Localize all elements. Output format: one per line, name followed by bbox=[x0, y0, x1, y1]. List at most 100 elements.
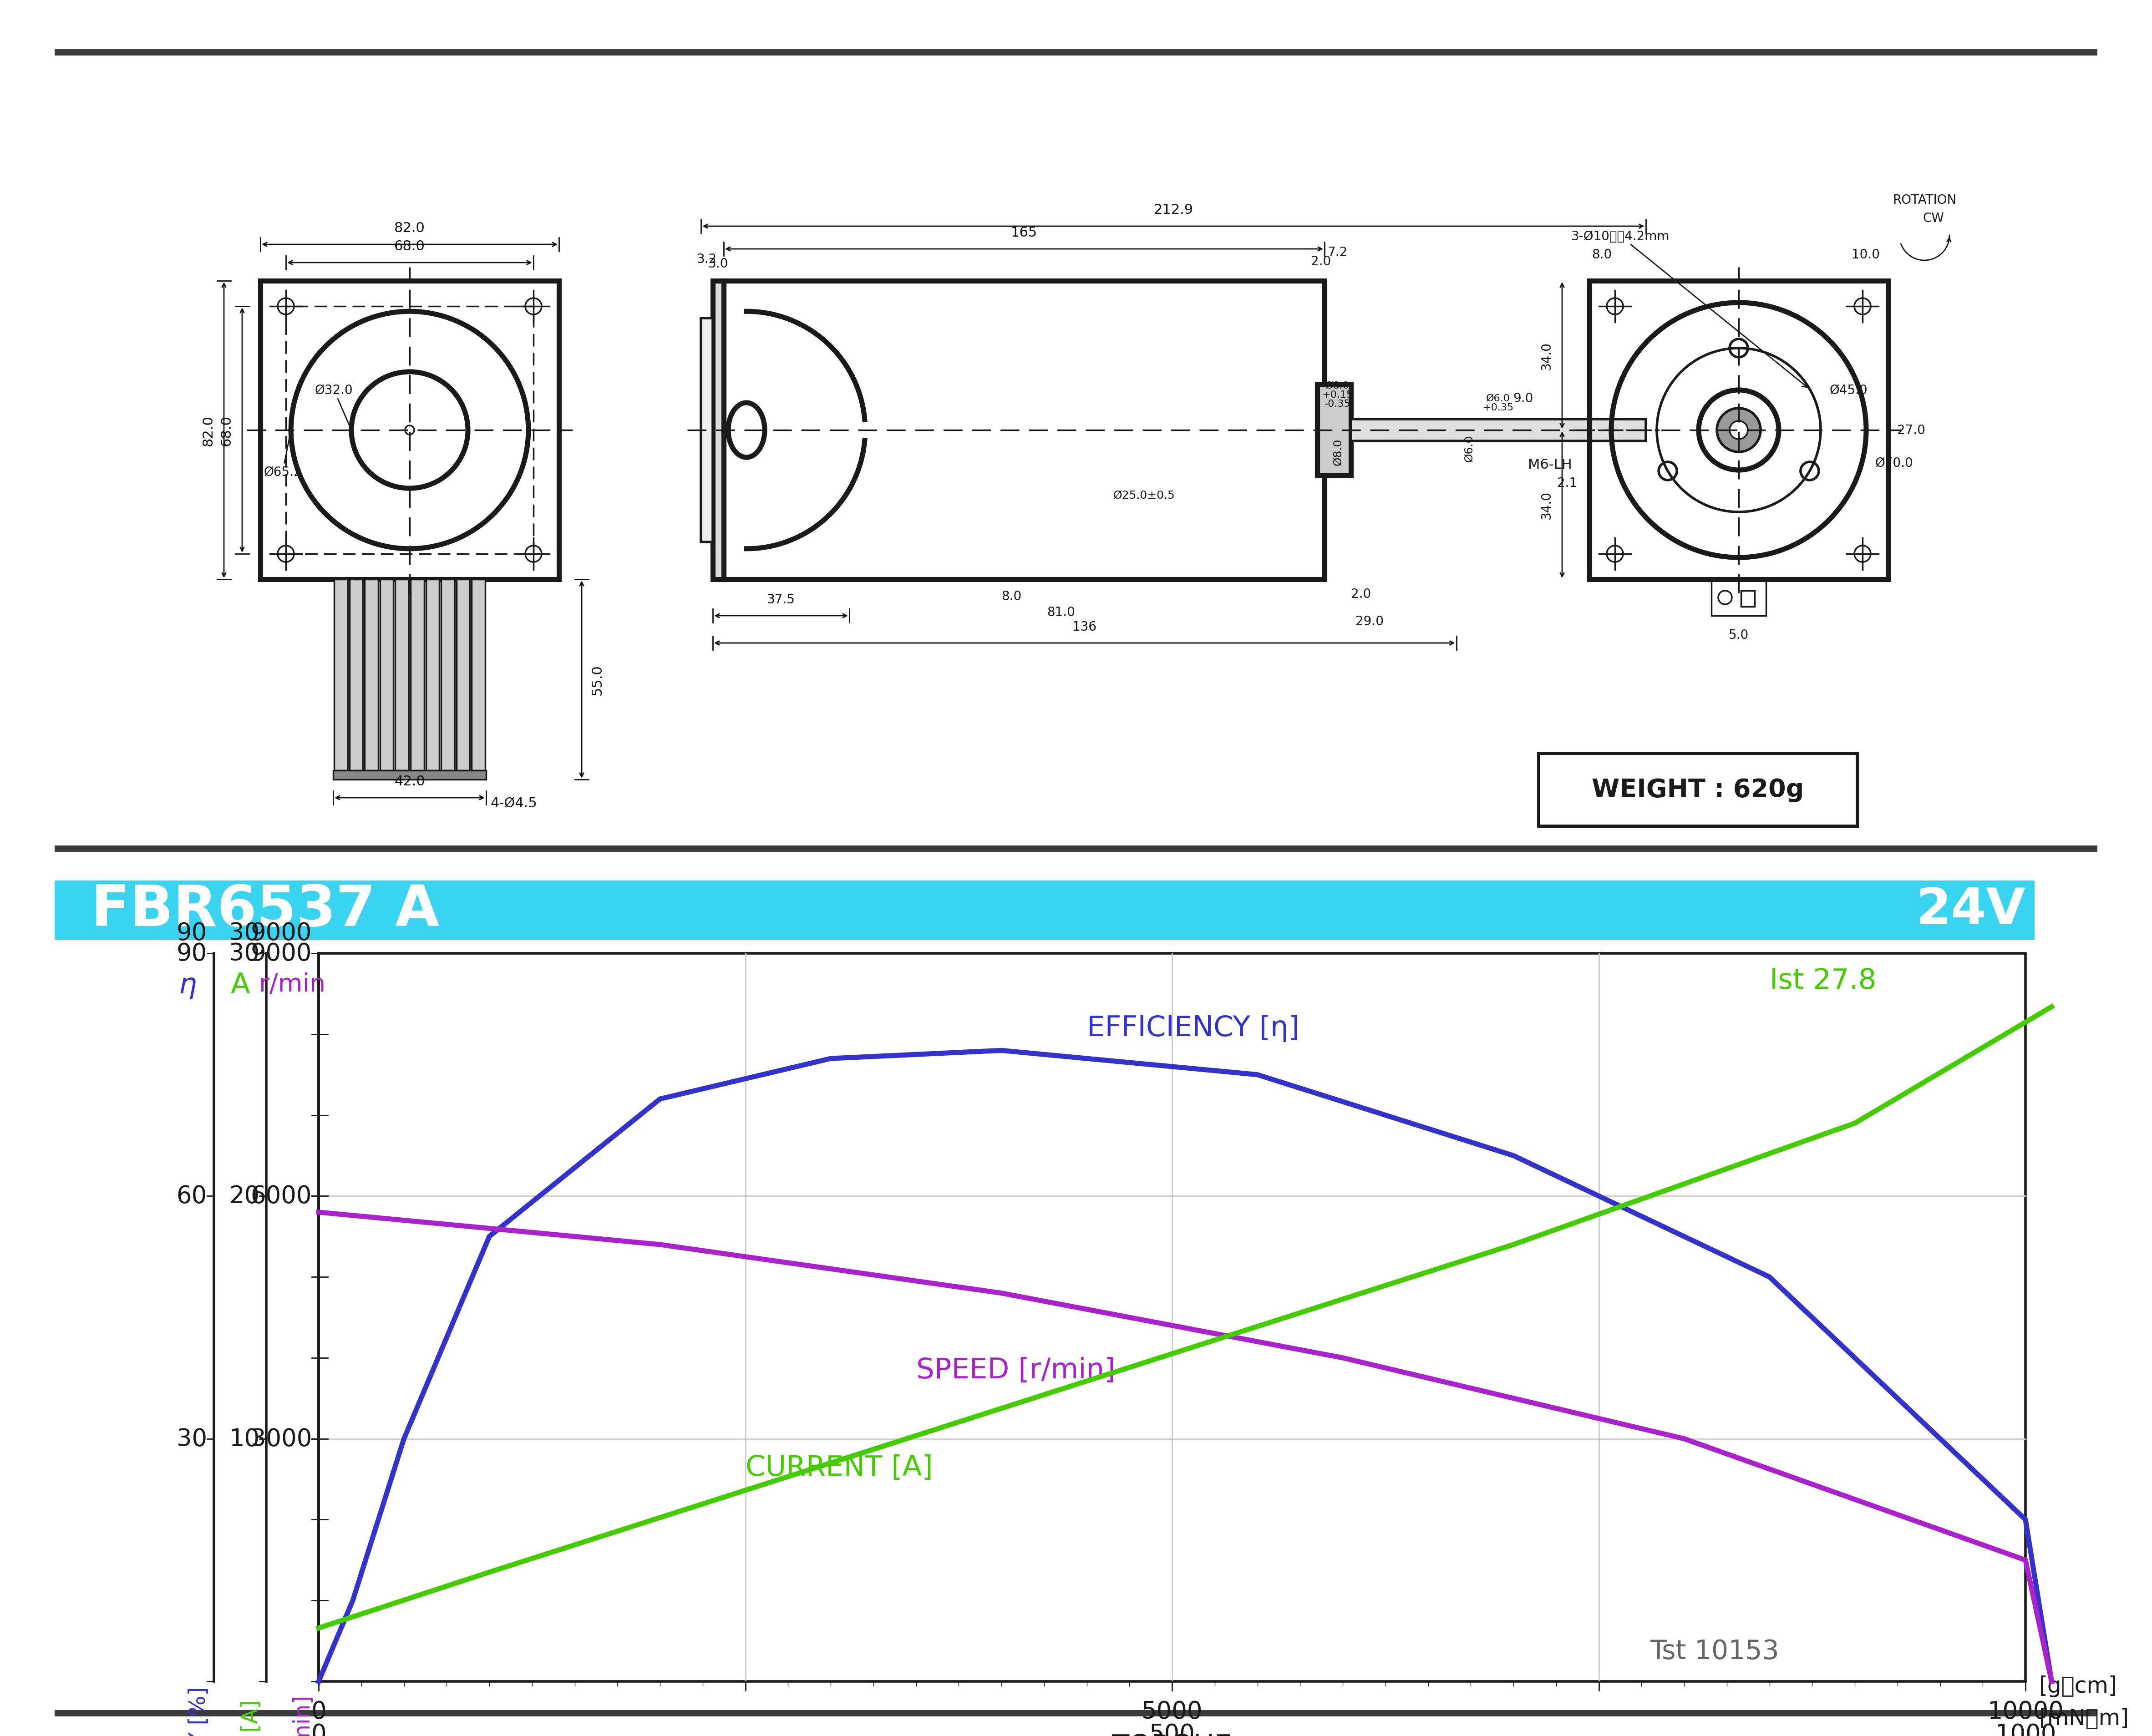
Text: ROTATION: ROTATION bbox=[1892, 194, 1956, 207]
Text: 90: 90 bbox=[176, 922, 207, 944]
Text: 5.0: 5.0 bbox=[1728, 628, 1750, 641]
Text: 42.0: 42.0 bbox=[394, 774, 426, 788]
Text: A: A bbox=[230, 972, 250, 998]
Text: WEIGHT : 620g: WEIGHT : 620g bbox=[1592, 778, 1803, 802]
Text: 68.0: 68.0 bbox=[220, 415, 232, 446]
Text: [g・cm]: [g・cm] bbox=[2040, 1675, 2118, 1696]
Text: 3.0: 3.0 bbox=[708, 257, 727, 271]
Text: 9000: 9000 bbox=[250, 941, 312, 965]
Text: 81.0: 81.0 bbox=[1046, 606, 1076, 618]
Text: TORQUE: TORQUE bbox=[1113, 1733, 1233, 1736]
Text: 30: 30 bbox=[176, 1427, 207, 1451]
Text: Ø32.0: Ø32.0 bbox=[314, 384, 353, 429]
Text: 82.0: 82.0 bbox=[394, 222, 426, 234]
Text: 3000: 3000 bbox=[250, 1427, 312, 1451]
Text: SPEED [r/min]: SPEED [r/min] bbox=[917, 1358, 1115, 1384]
Text: EFFICIENCY [η]: EFFICIENCY [η] bbox=[1087, 1014, 1300, 1042]
Bar bbox=[1711, 580, 1767, 616]
Text: 500: 500 bbox=[1149, 1722, 1194, 1736]
Text: 55.0: 55.0 bbox=[592, 665, 605, 694]
Text: 2.1: 2.1 bbox=[1558, 477, 1577, 490]
Text: 68.0: 68.0 bbox=[394, 240, 426, 253]
Text: 37.5: 37.5 bbox=[766, 594, 794, 606]
Text: CW: CW bbox=[1924, 212, 1943, 224]
Bar bbox=[1741, 590, 1754, 608]
Text: 34.0: 34.0 bbox=[1541, 491, 1554, 519]
Bar bbox=[349, 580, 364, 771]
Bar bbox=[411, 580, 424, 771]
Bar bbox=[456, 580, 469, 771]
Text: SPEED [r/min]: SPEED [r/min] bbox=[293, 1694, 314, 1736]
Text: 60: 60 bbox=[176, 1184, 207, 1208]
Bar bbox=[286, 307, 534, 554]
Text: 136: 136 bbox=[1072, 620, 1098, 634]
Text: 2.0: 2.0 bbox=[1351, 589, 1371, 601]
Text: 24V: 24V bbox=[1915, 885, 2025, 934]
Text: 212.9: 212.9 bbox=[1153, 203, 1192, 217]
Bar bbox=[381, 580, 394, 771]
Bar bbox=[260, 281, 560, 580]
Text: 165: 165 bbox=[1011, 226, 1037, 240]
Text: 8.0: 8.0 bbox=[1592, 248, 1612, 260]
Bar bbox=[723, 281, 1323, 580]
Text: 4-Ø4.5: 4-Ø4.5 bbox=[491, 797, 538, 809]
Bar bbox=[334, 771, 486, 779]
Text: 5000: 5000 bbox=[1141, 1700, 1203, 1724]
Text: r/min: r/min bbox=[258, 972, 325, 996]
Text: EFFICIENCY [%]: EFFICIENCY [%] bbox=[187, 1686, 209, 1736]
Text: 0: 0 bbox=[310, 1722, 327, 1736]
Text: 8.0: 8.0 bbox=[1001, 590, 1022, 602]
Bar bbox=[1351, 420, 1646, 441]
Text: 0: 0 bbox=[310, 1700, 327, 1724]
Bar bbox=[364, 580, 379, 771]
Text: FBR6537 A: FBR6537 A bbox=[90, 884, 439, 937]
Bar bbox=[702, 318, 712, 542]
Text: 10: 10 bbox=[228, 1427, 260, 1451]
Bar bbox=[318, 953, 2025, 1682]
Text: 90: 90 bbox=[176, 941, 207, 965]
Text: 2.0: 2.0 bbox=[1311, 255, 1330, 267]
Bar bbox=[426, 580, 439, 771]
Bar bbox=[1590, 281, 1887, 580]
Text: 30: 30 bbox=[228, 922, 260, 944]
Circle shape bbox=[1730, 422, 1747, 439]
Text: 3.2: 3.2 bbox=[697, 253, 717, 266]
Text: [mN・m]: [mN・m] bbox=[2040, 1706, 2128, 1729]
Text: Ø8.0: Ø8.0 bbox=[1332, 437, 1343, 465]
Circle shape bbox=[1717, 408, 1760, 451]
Text: Tst 10153: Tst 10153 bbox=[1651, 1639, 1780, 1665]
Text: 30: 30 bbox=[228, 941, 260, 965]
Bar bbox=[712, 281, 723, 580]
Text: 10.0: 10.0 bbox=[1851, 248, 1881, 260]
Bar bbox=[471, 580, 484, 771]
Bar bbox=[1539, 753, 1857, 826]
Text: CURRENT [A]: CURRENT [A] bbox=[241, 1700, 263, 1736]
Bar bbox=[334, 580, 349, 771]
Text: Ø6.0: Ø6.0 bbox=[1463, 434, 1474, 462]
Text: Ø45.0: Ø45.0 bbox=[1829, 384, 1868, 398]
Bar bbox=[441, 580, 454, 771]
Text: η: η bbox=[179, 972, 196, 998]
Text: Ist 27.8: Ist 27.8 bbox=[1769, 967, 1877, 995]
Bar bbox=[54, 880, 2034, 939]
Text: 10000: 10000 bbox=[1986, 1700, 2064, 1724]
Text: 9.0: 9.0 bbox=[1513, 392, 1532, 404]
Text: Ø70.0: Ø70.0 bbox=[1874, 457, 1913, 469]
Text: Ø25.0±0.5: Ø25.0±0.5 bbox=[1113, 490, 1175, 502]
Text: Ø6.0
+0.35: Ø6.0 +0.35 bbox=[1483, 394, 1513, 411]
Text: 1000: 1000 bbox=[1995, 1722, 2055, 1736]
Text: Ø65.2: Ø65.2 bbox=[265, 432, 301, 479]
Text: 34.0: 34.0 bbox=[1541, 342, 1554, 370]
Text: 29.0: 29.0 bbox=[1356, 615, 1384, 628]
Text: 9000: 9000 bbox=[250, 922, 312, 944]
Text: 27.0: 27.0 bbox=[1898, 424, 1926, 437]
Bar bbox=[1323, 417, 1351, 444]
Text: 3-Ø10深さ4.2mm: 3-Ø10深さ4.2mm bbox=[1571, 231, 1808, 387]
Text: 6000: 6000 bbox=[250, 1184, 312, 1208]
Text: 20: 20 bbox=[228, 1184, 260, 1208]
Bar bbox=[1317, 385, 1351, 476]
Text: 7.2: 7.2 bbox=[1328, 247, 1347, 259]
Text: Ø8.0
+0.15
-0.35: Ø8.0 +0.15 -0.35 bbox=[1321, 382, 1354, 408]
Bar bbox=[396, 580, 409, 771]
Text: CURRENT [A]: CURRENT [A] bbox=[745, 1453, 932, 1481]
